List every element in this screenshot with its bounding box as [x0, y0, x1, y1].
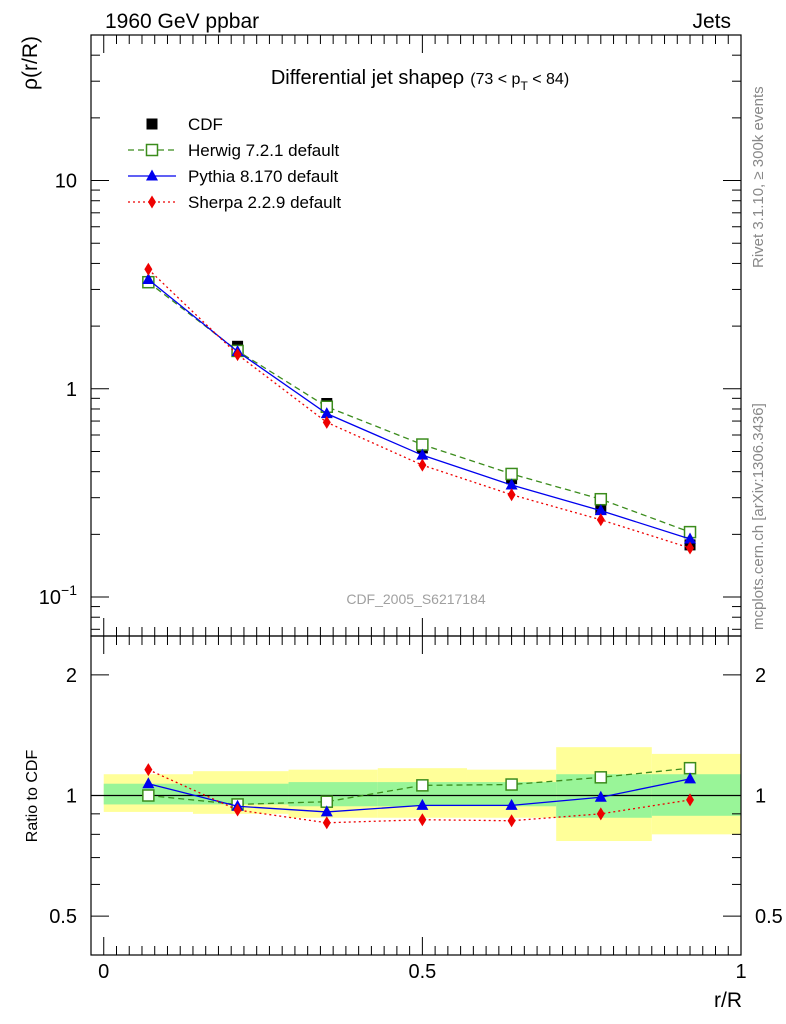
analysis-watermark: CDF_2005_S6217184 [346, 591, 486, 607]
herwig-point [416, 438, 429, 451]
sherpa-ratio-point [418, 813, 427, 827]
plot-title-cut-sub: T [520, 79, 528, 93]
herwig-point [505, 467, 518, 481]
x-axis-label: r/R [714, 989, 742, 1012]
herwig-line [147, 281, 691, 533]
legend: CDF Herwig 7.2.1 default Pythia 8.170 defa… [128, 115, 341, 212]
plot-title-main: Differential jet shapeρ [271, 67, 464, 89]
pythia-ratio-point [594, 790, 607, 802]
pythia-ratio-point [142, 777, 155, 789]
ratio-y-tick-label-left: 1 [66, 786, 77, 808]
pythia-line [147, 278, 691, 540]
x-tick-label: 0.5 [408, 961, 436, 983]
herwig-ratio-point [594, 771, 608, 784]
herwig-ratio-point [505, 778, 518, 791]
pythia-ratio-point [320, 805, 333, 817]
sherpa-point [596, 513, 605, 527]
sherpa-point [507, 488, 516, 502]
y-tick-label: 10−1 [39, 582, 77, 609]
ratio-y-tick-label-left: 0.5 [49, 906, 77, 928]
rivet-version-label: Rivet 3.1.10, ≥ 300k events [750, 86, 767, 268]
source-label: mcplots.cern.ch [arXiv:1306.3436] [750, 403, 767, 630]
pythia-point [684, 532, 697, 544]
x-tick-label: 0 [98, 961, 109, 983]
herwig-ratio-point [142, 789, 155, 802]
header-process-label: Jets [692, 10, 731, 33]
legend-marker-herwig [145, 143, 159, 157]
legend-label-sherpa: Sherpa 2.2.9 default [188, 193, 341, 212]
legend-marker-pythia [146, 169, 158, 181]
pythia-point [594, 504, 607, 516]
pythia-point [416, 448, 429, 460]
sherpa-line [147, 268, 691, 549]
sherpa-ratio-point [596, 807, 605, 821]
y-tick-label: 1 [66, 379, 77, 401]
pythia-ratio-point [416, 798, 429, 810]
herwig-ratio-point [416, 779, 429, 792]
ratio-band-inner [192, 783, 289, 805]
sherpa-point [144, 262, 153, 276]
herwig-point [594, 492, 608, 506]
ratio-y-tick-label-right: 2 [755, 665, 766, 687]
pythia-point [142, 272, 155, 284]
legend-label-pythia: Pythia 8.170 default [188, 167, 339, 186]
main-plot-panel: 10−1 1 10 [39, 34, 742, 637]
pythia-ratio-point [684, 772, 697, 784]
sherpa-ratio-point [686, 793, 695, 807]
ratio-y-tick-label-right: 1 [755, 786, 766, 808]
plot-title-cut-open: (73 < p [470, 71, 520, 88]
pythia-point [505, 478, 518, 490]
plot-title-cut-close: < 84) [528, 71, 569, 88]
plot-title: Differential jet shapeρ (73 < pT < 84) [271, 67, 569, 93]
y-tick-label: 10 [55, 171, 77, 193]
sherpa-point [322, 415, 331, 429]
legend-marker-sherpa [148, 195, 156, 209]
x-tick-label: 1 [735, 961, 746, 983]
ratio-y-axis-label: Ratio to CDF [24, 750, 41, 843]
y-axis-label: ρ(r/R) [19, 36, 42, 90]
sherpa-ratio-point [233, 803, 242, 817]
ratio-plot-panel: 0 0.5 1 0.5 0.5 1 1 2 2 [49, 635, 783, 983]
sherpa-point [233, 348, 242, 362]
sherpa-ratio-point [144, 763, 153, 777]
legend-marker-cdf [146, 118, 158, 130]
sherpa-ratio-point [322, 816, 331, 830]
sherpa-point [686, 541, 695, 555]
ratio-y-tick-label-right: 0.5 [755, 906, 783, 928]
herwig-ratio-point [683, 761, 697, 775]
legend-label-cdf: CDF [188, 115, 223, 134]
sherpa-point [418, 458, 427, 472]
header-energy-label: 1960 GeV ppbar [105, 10, 259, 33]
pythia-ratio-point [505, 798, 518, 810]
legend-label-herwig: Herwig 7.2.1 default [188, 141, 339, 160]
ratio-y-tick-label-left: 2 [66, 665, 77, 687]
pythia-point [320, 407, 333, 419]
sherpa-ratio-point [507, 814, 516, 828]
